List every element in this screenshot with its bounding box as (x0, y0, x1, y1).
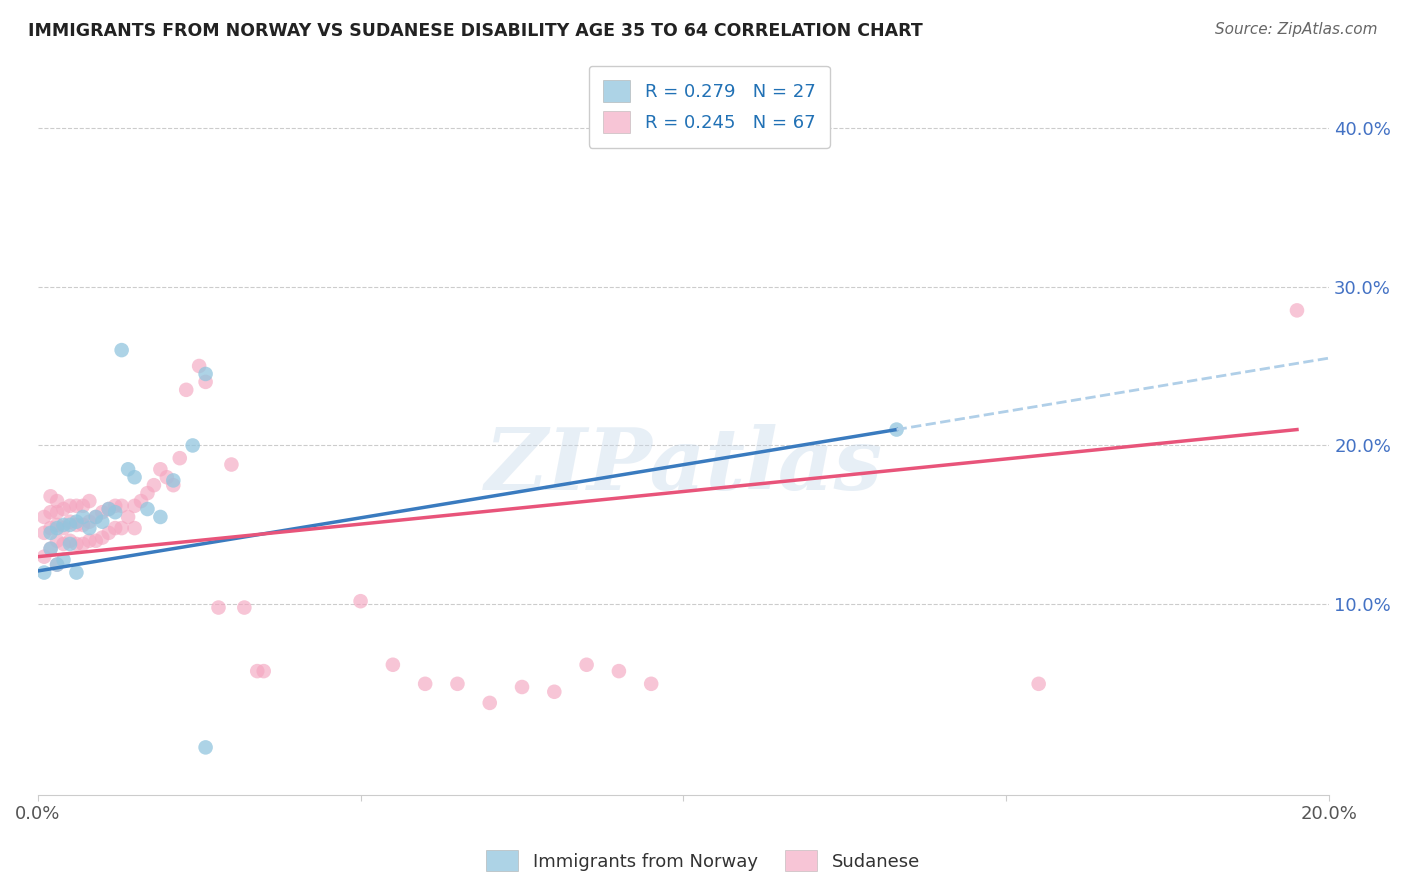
Point (59, 499, 82, 513)
Point (104, 521, 127, 535)
Point (174, 383, 197, 397)
Point (136, 502, 159, 516)
Point (97, 525, 120, 540)
Point (188, 359, 211, 373)
Point (52, 537, 75, 551)
Point (46, 558, 69, 572)
Point (162, 478, 184, 492)
Point (65, 515, 87, 529)
Point (72, 517, 94, 532)
Point (79, 494, 101, 508)
Point (39, 525, 62, 540)
Point (233, 600, 256, 615)
Text: Source: ZipAtlas.com: Source: ZipAtlas.com (1215, 22, 1378, 37)
Point (149, 462, 172, 476)
Point (65, 566, 87, 580)
Point (253, 664, 276, 678)
Point (52, 502, 75, 516)
Point (91, 505, 114, 519)
Point (124, 470, 146, 484)
Point (79, 533, 101, 548)
Point (46, 558, 69, 572)
Point (59, 515, 82, 529)
Point (117, 510, 139, 524)
Text: ZIPatlas: ZIPatlas (485, 425, 883, 508)
Point (104, 499, 127, 513)
Point (91, 531, 114, 545)
Point (886, 423, 908, 437)
Point (84, 533, 107, 548)
Point (142, 478, 165, 492)
Point (207, 600, 229, 615)
Point (129, 494, 152, 508)
Point (97, 502, 120, 516)
Point (111, 521, 134, 535)
Point (1285, 303, 1308, 318)
Point (1028, 677, 1050, 691)
Point (84, 510, 107, 524)
Point (39, 541, 62, 556)
Point (124, 499, 146, 513)
Point (65, 499, 87, 513)
Point (65, 537, 87, 551)
Point (510, 680, 533, 694)
Point (79, 515, 101, 529)
Point (39, 521, 62, 535)
Point (543, 685, 565, 699)
Legend: Immigrants from Norway, Sudanese: Immigrants from Norway, Sudanese (478, 843, 928, 879)
Point (381, 657, 404, 672)
Point (59, 517, 82, 532)
Point (65, 517, 87, 532)
Point (104, 505, 127, 519)
Point (607, 664, 630, 678)
Point (97, 502, 120, 516)
Point (221, 458, 243, 472)
Point (59, 533, 82, 548)
Point (39, 489, 62, 503)
Point (59, 537, 82, 551)
Point (169, 451, 191, 466)
Point (46, 533, 69, 548)
Point (194, 740, 217, 755)
Point (149, 510, 172, 524)
Point (46, 521, 69, 535)
Point (72, 510, 94, 524)
Point (478, 696, 501, 710)
Point (640, 677, 662, 691)
Point (72, 499, 94, 513)
Point (32, 549, 55, 564)
Point (91, 515, 114, 529)
Point (111, 343, 134, 357)
Point (32, 525, 55, 540)
Point (156, 470, 179, 484)
Point (46, 494, 69, 508)
Point (79, 521, 101, 535)
Point (52, 517, 75, 532)
Point (246, 664, 269, 678)
Point (52, 553, 75, 567)
Point (46, 505, 69, 519)
Point (32, 510, 55, 524)
Point (46, 517, 69, 532)
Point (194, 367, 217, 381)
Point (52, 521, 75, 535)
Point (194, 375, 217, 389)
Point (124, 521, 146, 535)
Point (117, 462, 139, 476)
Point (39, 505, 62, 519)
Point (136, 486, 159, 500)
Point (446, 677, 468, 691)
Point (181, 438, 204, 452)
Text: IMMIGRANTS FROM NORWAY VS SUDANESE DISABILITY AGE 35 TO 64 CORRELATION CHART: IMMIGRANTS FROM NORWAY VS SUDANESE DISAB… (28, 22, 922, 40)
Point (32, 566, 55, 580)
Point (111, 499, 134, 513)
Point (413, 677, 436, 691)
Point (39, 541, 62, 556)
Point (72, 537, 94, 551)
Point (349, 594, 371, 608)
Point (162, 474, 184, 488)
Point (84, 510, 107, 524)
Legend: R = 0.279   N = 27, R = 0.245   N = 67: R = 0.279 N = 27, R = 0.245 N = 67 (589, 66, 830, 148)
Point (575, 657, 598, 672)
